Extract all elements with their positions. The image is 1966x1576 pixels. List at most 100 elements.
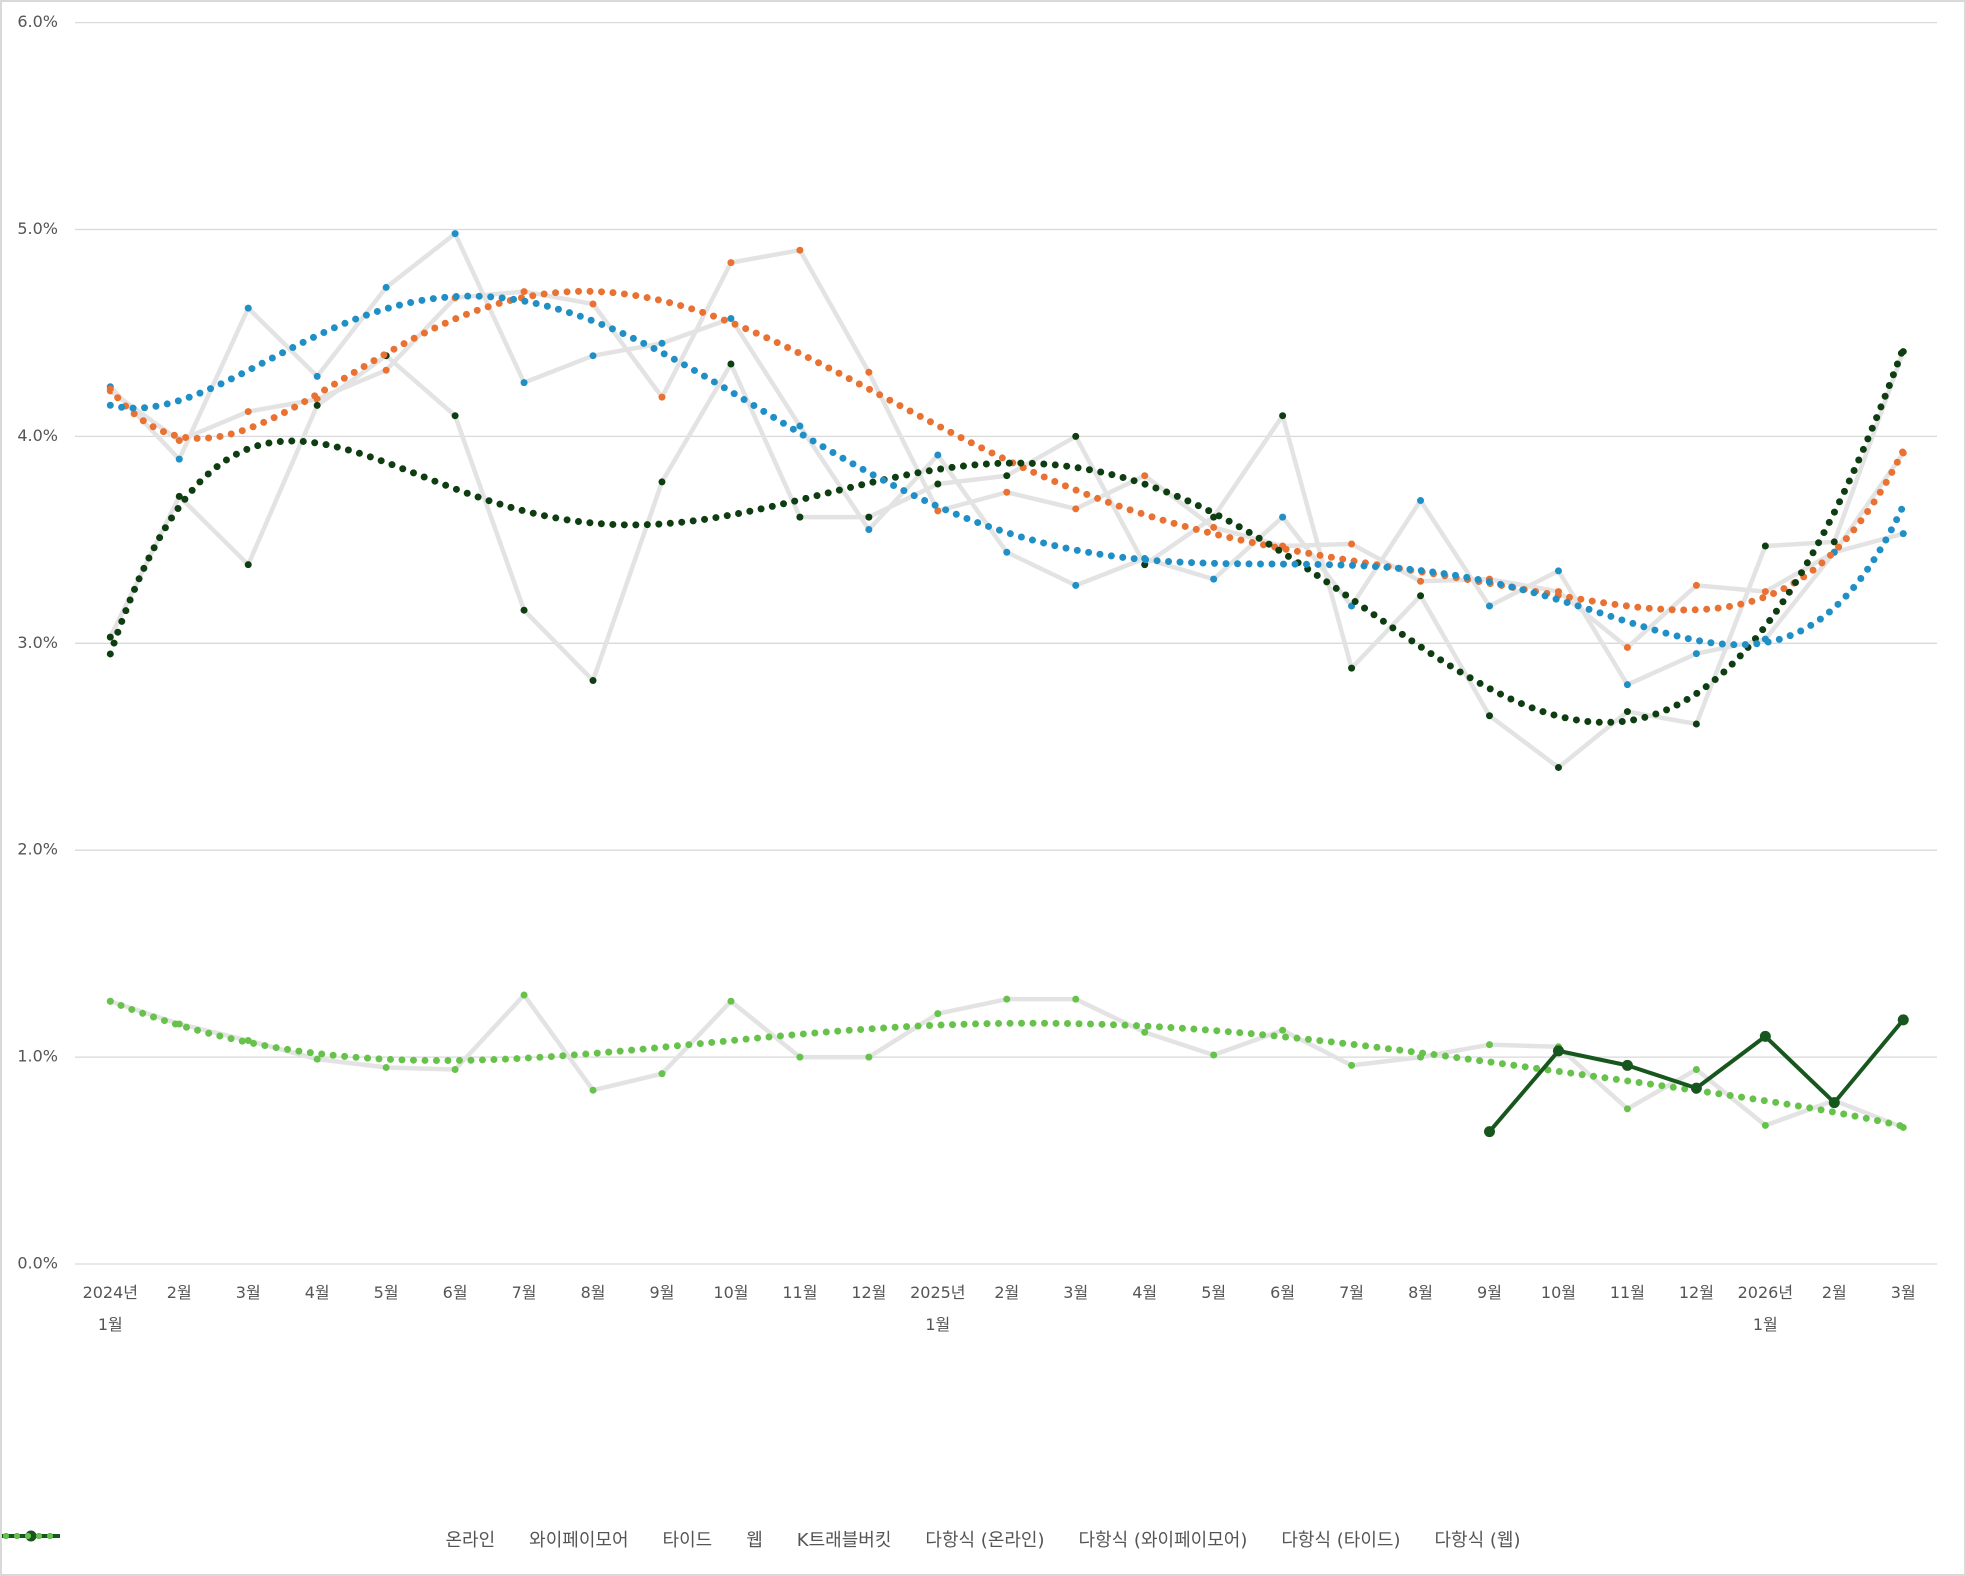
legend-item: 타이드 [2,1526,713,1552]
data-point [1623,1105,1631,1113]
data-point [1141,472,1149,480]
data-point [589,352,597,360]
data-point [1210,575,1218,583]
legend-label: 다항식 (와이페이모어) [1078,1530,1248,1551]
data-point [865,1053,873,1061]
data-point [1484,1126,1495,1138]
x-tick-label: 4월 [304,1283,330,1302]
data-point [1692,720,1700,728]
data-point [934,1010,942,1018]
x-tick-label: 7월 [511,1283,537,1302]
x-tick-label: 12월 [1678,1283,1714,1302]
data-point [244,1037,252,1045]
legend-item: 웹 [2,1526,763,1552]
legend-label: 웹 [746,1530,763,1551]
data-point [796,246,804,254]
data-point [313,372,321,380]
data-point [1348,540,1356,548]
data-point [1623,708,1631,716]
legend-label: 와이페이모어 [529,1530,629,1551]
data-point [1554,567,1562,575]
data-point [1072,995,1080,1003]
data-point [313,1055,321,1063]
y-tick-label: 3.0% [17,633,58,652]
data-point [520,288,528,296]
y-tick-label: 5.0% [17,219,58,238]
legend-label: K트래블버킷 [796,1530,892,1551]
data-point [589,1086,597,1094]
data-point [1486,712,1493,720]
y-tick-label: 4.0% [17,426,58,445]
trendline [106,292,1907,649]
data-point [1759,1030,1771,1042]
data-point [1828,1097,1840,1109]
y-tick-label: 6.0% [17,12,58,31]
x-tick-label: 9월 [649,1283,675,1302]
data-point [106,633,114,641]
data-point [1348,664,1356,672]
x-tick-label: 4월 [1132,1283,1158,1302]
data-point [1003,548,1011,556]
legend-label: 다항식 (웹) [1434,1530,1521,1551]
data-point [1761,588,1769,596]
x-tick-label: 5월 [373,1283,399,1302]
data-point [1279,1026,1287,1034]
legend-swatch [3,1533,59,1539]
trendline [106,344,1907,726]
data-point [175,455,183,463]
legend-item: 다항식 (타이드) [3,1526,1400,1552]
data-point [1003,488,1011,496]
data-point [658,478,666,486]
x-tick-label: 2024년 1월 [82,1283,139,1334]
legend-item: 온라인 [2,1526,496,1552]
x-tick-label: 3월 [1890,1283,1916,1302]
legend-item: K트래블버킷 [2,1526,892,1552]
data-point [865,513,873,521]
legend-item: 다항식 (와이페이모어) [3,1526,1248,1552]
data-point [934,480,942,488]
x-tick-label: 2월 [1821,1283,1847,1302]
x-tick-label: 10월 [713,1283,749,1302]
data-point [1692,1066,1700,1074]
x-tick-label: 5월 [1201,1283,1227,1302]
data-point [1897,1014,1909,1026]
trendline [106,287,1907,614]
data-point [1210,513,1218,521]
data-point [1072,581,1080,589]
data-point [1761,542,1769,550]
data-point [589,300,597,308]
data-point [727,314,735,322]
x-tick-label: 10월 [1540,1283,1576,1302]
data-point [727,997,735,1005]
data-point [1279,412,1287,420]
data-point [1003,472,1011,480]
data-point [1210,1051,1218,1059]
data-point [382,1063,390,1071]
data-point [1417,592,1425,600]
data-point [520,606,528,614]
x-tick-label: 8월 [1408,1283,1433,1302]
x-tick-label: 7월 [1339,1283,1365,1302]
data-point [1830,538,1838,546]
data-point [1552,1045,1564,1057]
data-point [1899,530,1907,538]
data-point [520,379,528,387]
x-tick-label: 2026년 1월 [1737,1283,1794,1334]
data-point [1279,513,1287,521]
legend-label: 다항식 (온라인) [925,1530,1045,1551]
data-point [865,368,873,376]
trendline [106,997,1907,1130]
x-tick-label: 6월 [442,1283,468,1302]
data-point [1486,602,1493,610]
x-tick-label: 3월 [235,1283,261,1302]
x-tick-label: 6월 [1270,1283,1296,1302]
data-point [1141,1028,1149,1036]
data-point [796,422,804,430]
data-point [865,526,873,534]
legend-label: 타이드 [662,1530,713,1551]
legend-label: 온라인 [445,1530,496,1551]
data-point [1761,1121,1769,1129]
x-tick-label: 2월 [166,1283,192,1302]
